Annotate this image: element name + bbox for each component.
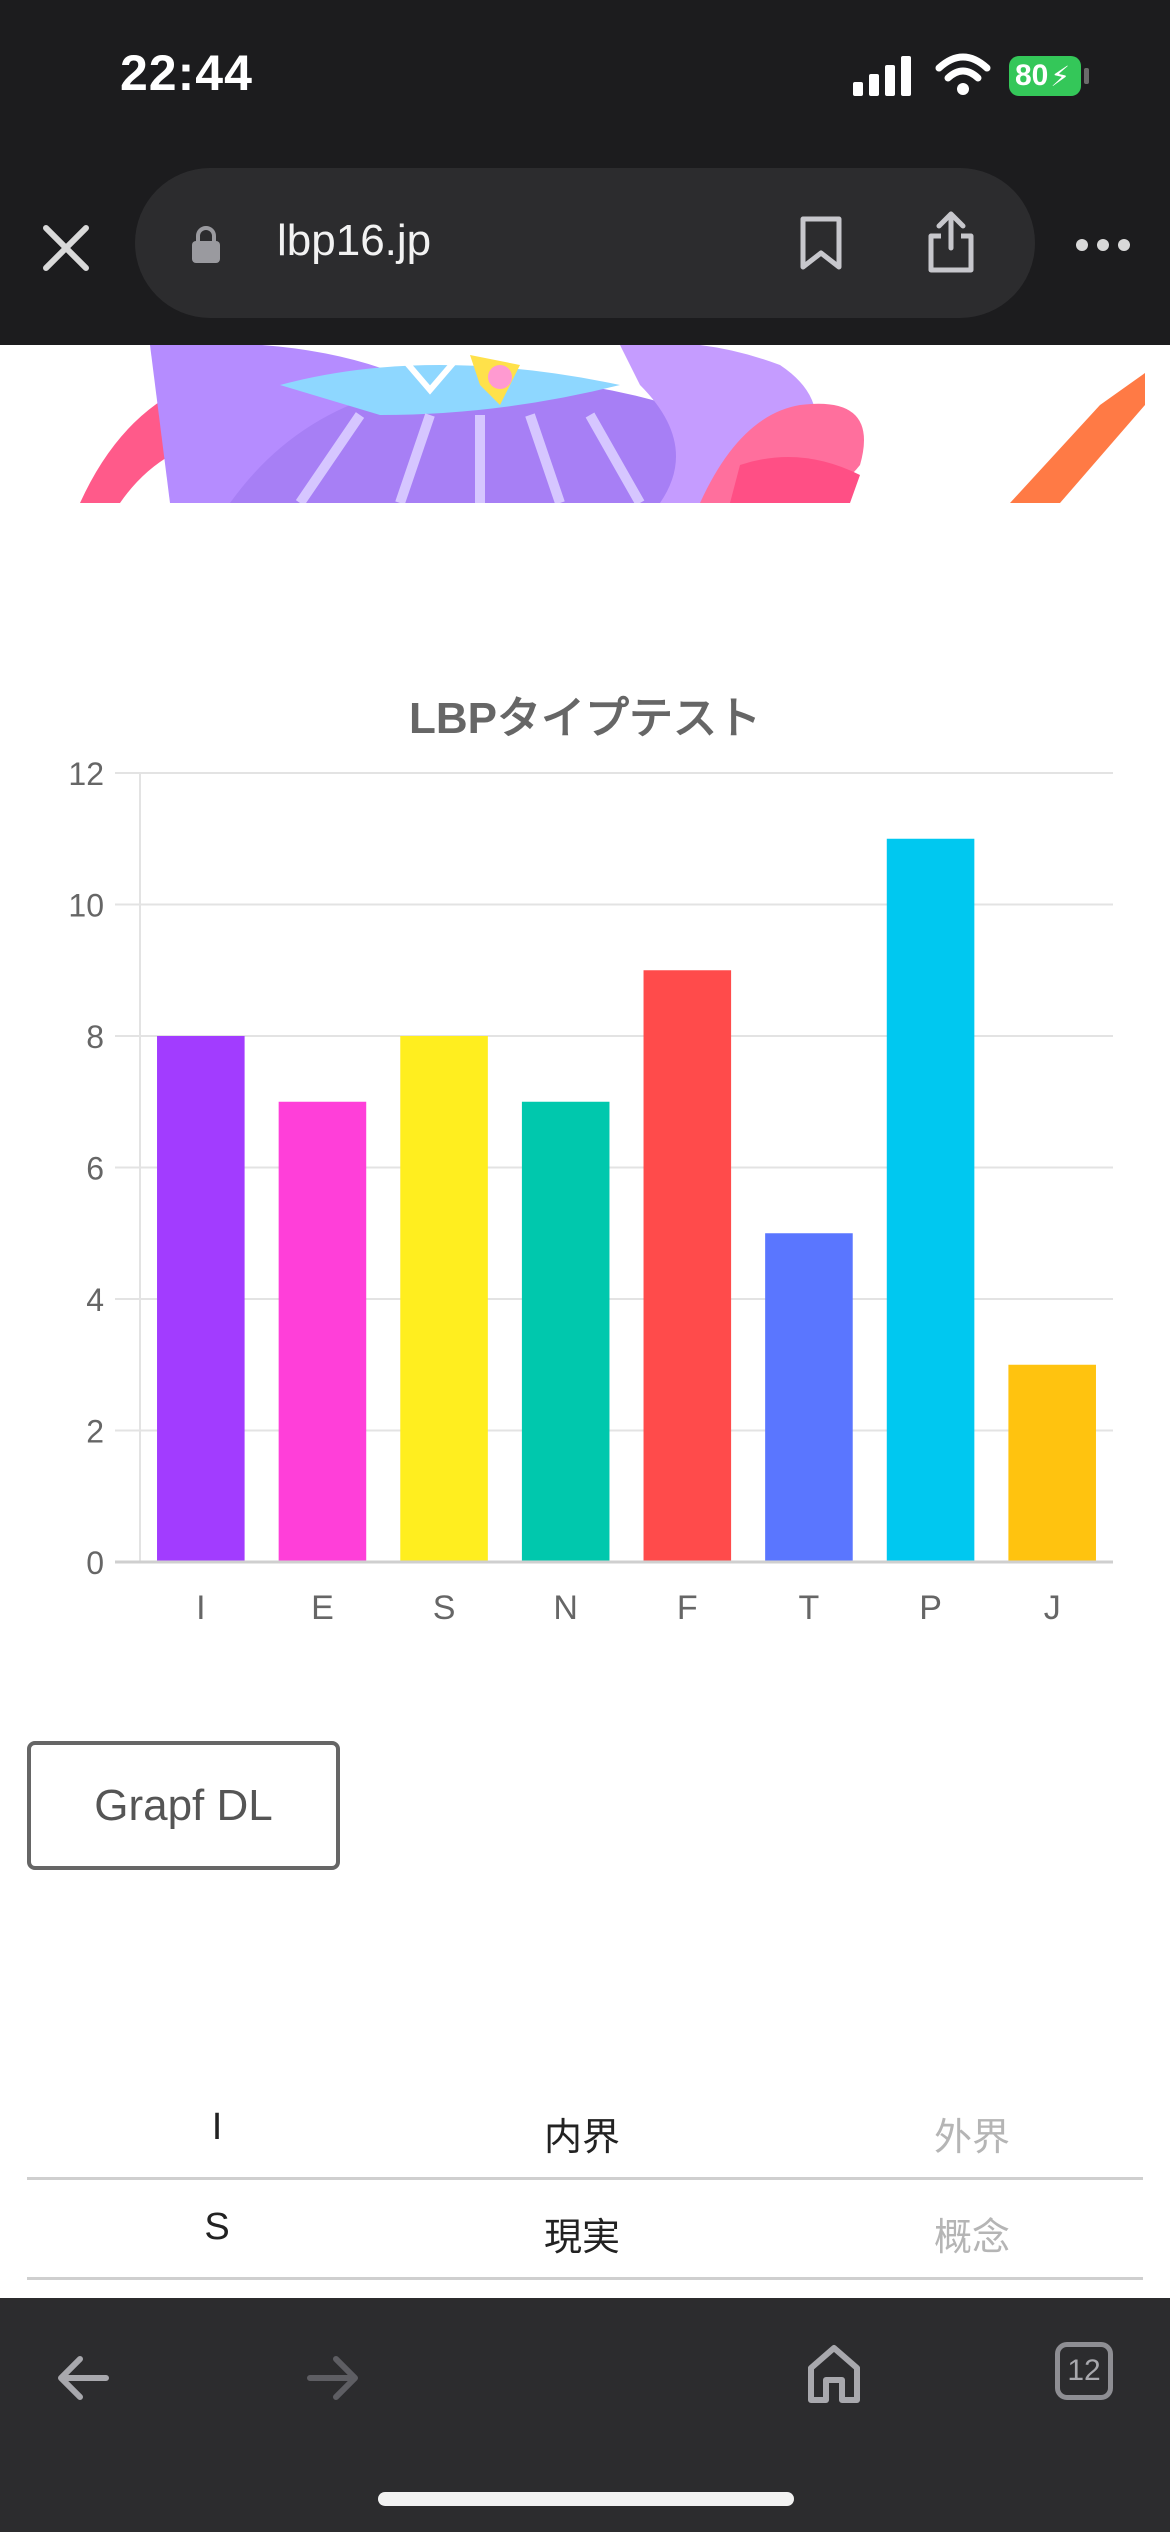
table-row: I 内界 外界 xyxy=(27,2080,1143,2180)
home-indicator[interactable] xyxy=(378,2492,794,2506)
x-tick-label: N xyxy=(553,1589,578,1627)
bar-chart: LBPタイプテスト 0 2 4 6 8 10 12 I E S N F T P J xyxy=(0,660,1170,1660)
chart-title: LBPタイプテスト xyxy=(409,694,761,743)
battery-tip xyxy=(1084,68,1089,84)
bookmark-icon[interactable] xyxy=(797,215,845,271)
y-tick-label: 8 xyxy=(86,1019,104,1055)
battery-level: 80 xyxy=(1015,59,1049,92)
type-table: I 内界 外界 S 現実 概念 xyxy=(27,2080,1143,2280)
bar-P xyxy=(886,838,975,1562)
bar-N xyxy=(521,1101,610,1562)
y-tick-label: 0 xyxy=(86,1545,104,1581)
y-tick-label: 4 xyxy=(86,1282,104,1318)
type-secondary-cell: 外界 xyxy=(933,2117,1010,2159)
chart-plot: 0 2 4 6 8 10 12 I E S N F T P J xyxy=(68,756,1113,1627)
bar-I xyxy=(157,1036,245,1562)
bar-T xyxy=(765,1233,853,1562)
share-icon[interactable] xyxy=(925,210,977,274)
wifi-icon xyxy=(935,53,991,95)
home-icon[interactable] xyxy=(806,2344,862,2404)
x-tick-label: J xyxy=(1044,1589,1061,1627)
lock-icon xyxy=(192,226,220,263)
x-tick-label: S xyxy=(433,1589,456,1627)
x-tick-label: T xyxy=(799,1589,820,1627)
url-text[interactable]: lbp16.jp xyxy=(277,216,432,265)
y-tick-label: 2 xyxy=(86,1414,104,1450)
x-tick-label: E xyxy=(311,1589,334,1627)
y-tick-label: 6 xyxy=(86,1151,104,1187)
x-tick-label: F xyxy=(677,1589,698,1627)
type-secondary-cell: 概念 xyxy=(933,2217,1010,2259)
type-key-cell: S xyxy=(204,2206,230,2248)
address-bar[interactable]: lbp16.jp xyxy=(135,168,1035,318)
back-arrow-icon[interactable] xyxy=(56,2353,110,2403)
bar-F xyxy=(643,970,732,1562)
type-key-cell: I xyxy=(211,2106,223,2148)
signal-strength-icon xyxy=(853,56,911,96)
browser-toolbar: lbp16.jp xyxy=(0,150,1170,345)
bar-S xyxy=(400,1036,488,1562)
status-bar: 22:44 80 ⚡ xyxy=(0,0,1170,150)
forward-arrow-icon[interactable] xyxy=(306,2353,360,2403)
x-tick-label: I xyxy=(196,1589,205,1627)
y-tick-label: 10 xyxy=(68,888,104,924)
bar-J xyxy=(1008,1364,1096,1562)
tabs-button[interactable]: 12 xyxy=(1055,2342,1113,2400)
banner-illustration xyxy=(80,345,1145,503)
battery-icon: 80 ⚡ xyxy=(1009,56,1081,96)
y-tick-label: 12 xyxy=(68,756,104,792)
bar-E xyxy=(278,1101,367,1562)
x-tick-label: P xyxy=(919,1589,942,1627)
type-primary-cell: 内界 xyxy=(543,2117,620,2159)
close-icon[interactable] xyxy=(38,220,94,276)
charging-bolt-icon: ⚡ xyxy=(1050,60,1071,92)
table-row: S 現実 概念 xyxy=(27,2180,1143,2280)
status-time: 22:44 xyxy=(120,45,253,101)
more-options-icon[interactable] xyxy=(1074,236,1132,254)
graph-download-button[interactable]: Grapf DL xyxy=(27,1741,340,1870)
type-primary-cell: 現実 xyxy=(543,2217,620,2259)
